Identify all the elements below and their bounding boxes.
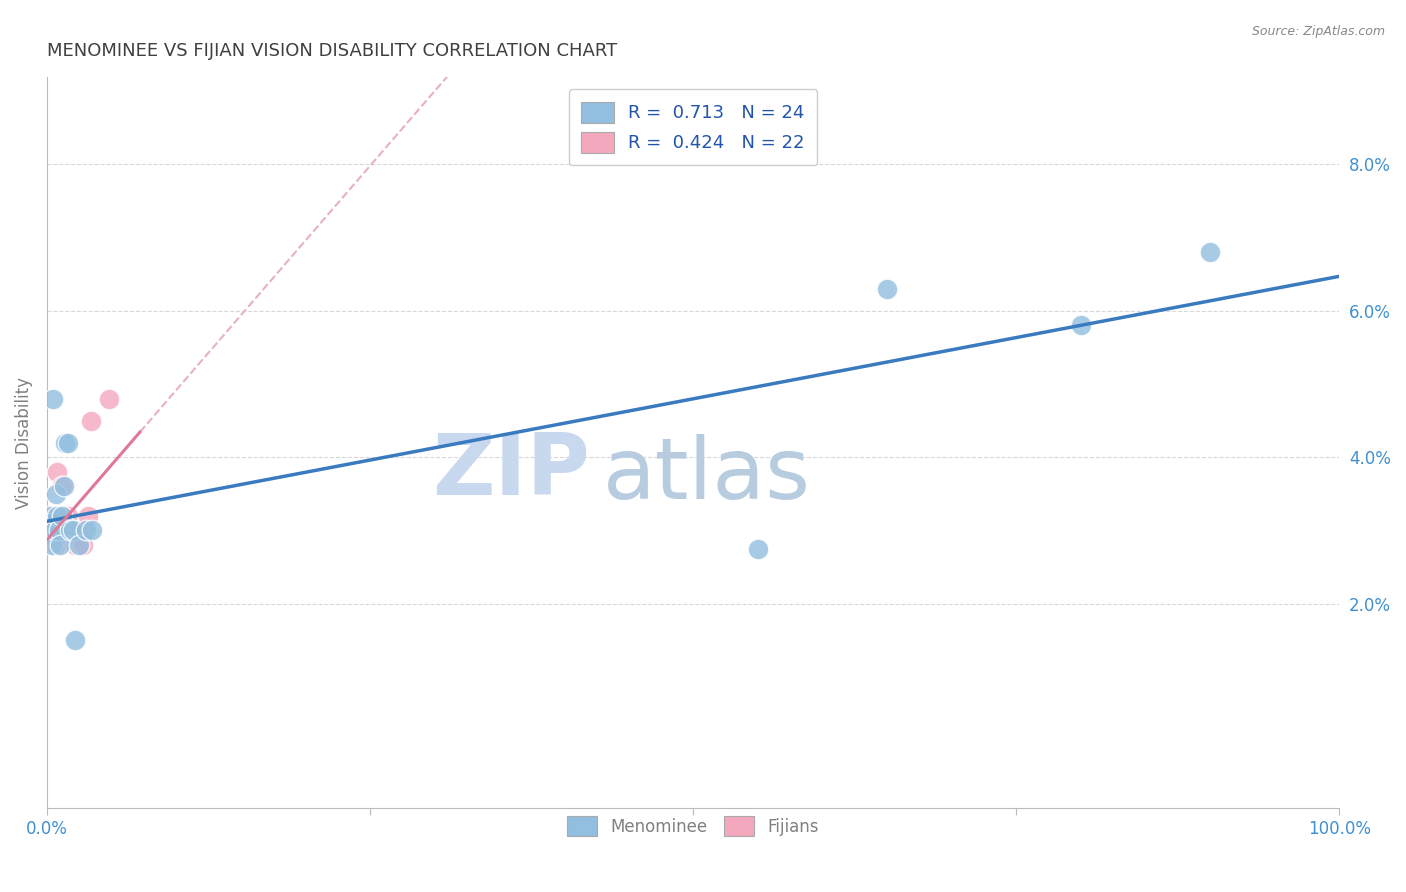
Point [1199,245,1222,260]
Point [75,524,97,538]
Point [1070,318,1092,333]
Point [747,541,769,556]
Point [38,508,60,523]
Point [65,538,87,552]
Point [49,508,72,523]
Point [97,392,120,406]
Point [48,524,70,538]
Point [62,524,84,538]
Point [56,508,79,523]
Point [44,524,66,538]
Text: Source: ZipAtlas.com: Source: ZipAtlas.com [1251,25,1385,38]
Point [72,538,94,552]
Point [38,524,60,538]
Point [82,524,104,538]
Point [876,282,898,296]
Point [45,487,67,501]
Point [53,524,76,538]
Point [59,524,82,538]
Text: MENOMINEE VS FIJIAN VISION DISABILITY CORRELATION CHART: MENOMINEE VS FIJIAN VISION DISABILITY CO… [46,42,617,60]
Point [56,435,79,450]
Point [42,508,65,523]
Point [41,516,63,530]
Point [62,524,84,538]
Point [53,435,76,450]
Point [67,538,90,552]
Y-axis label: Vision Disability: Vision Disability [15,376,32,508]
Point [39,524,62,538]
Point [65,633,87,648]
Point [41,508,63,523]
Text: ZIP: ZIP [432,430,589,513]
Point [66,524,89,538]
Legend: Menominee, Fijians: Menominee, Fijians [558,808,827,844]
Text: atlas: atlas [603,434,811,517]
Point [46,465,69,479]
Point [46,508,69,523]
Point [45,538,67,552]
Point [51,508,73,523]
Point [75,524,97,538]
Point [48,524,70,538]
Point [41,538,63,552]
Point [77,508,100,523]
Point [49,538,72,552]
Point [80,413,103,427]
Point [42,392,65,406]
Point [59,524,82,538]
Point [51,479,73,493]
Point [44,524,66,538]
Point [39,524,62,538]
Point [52,479,75,493]
Point [69,538,91,552]
